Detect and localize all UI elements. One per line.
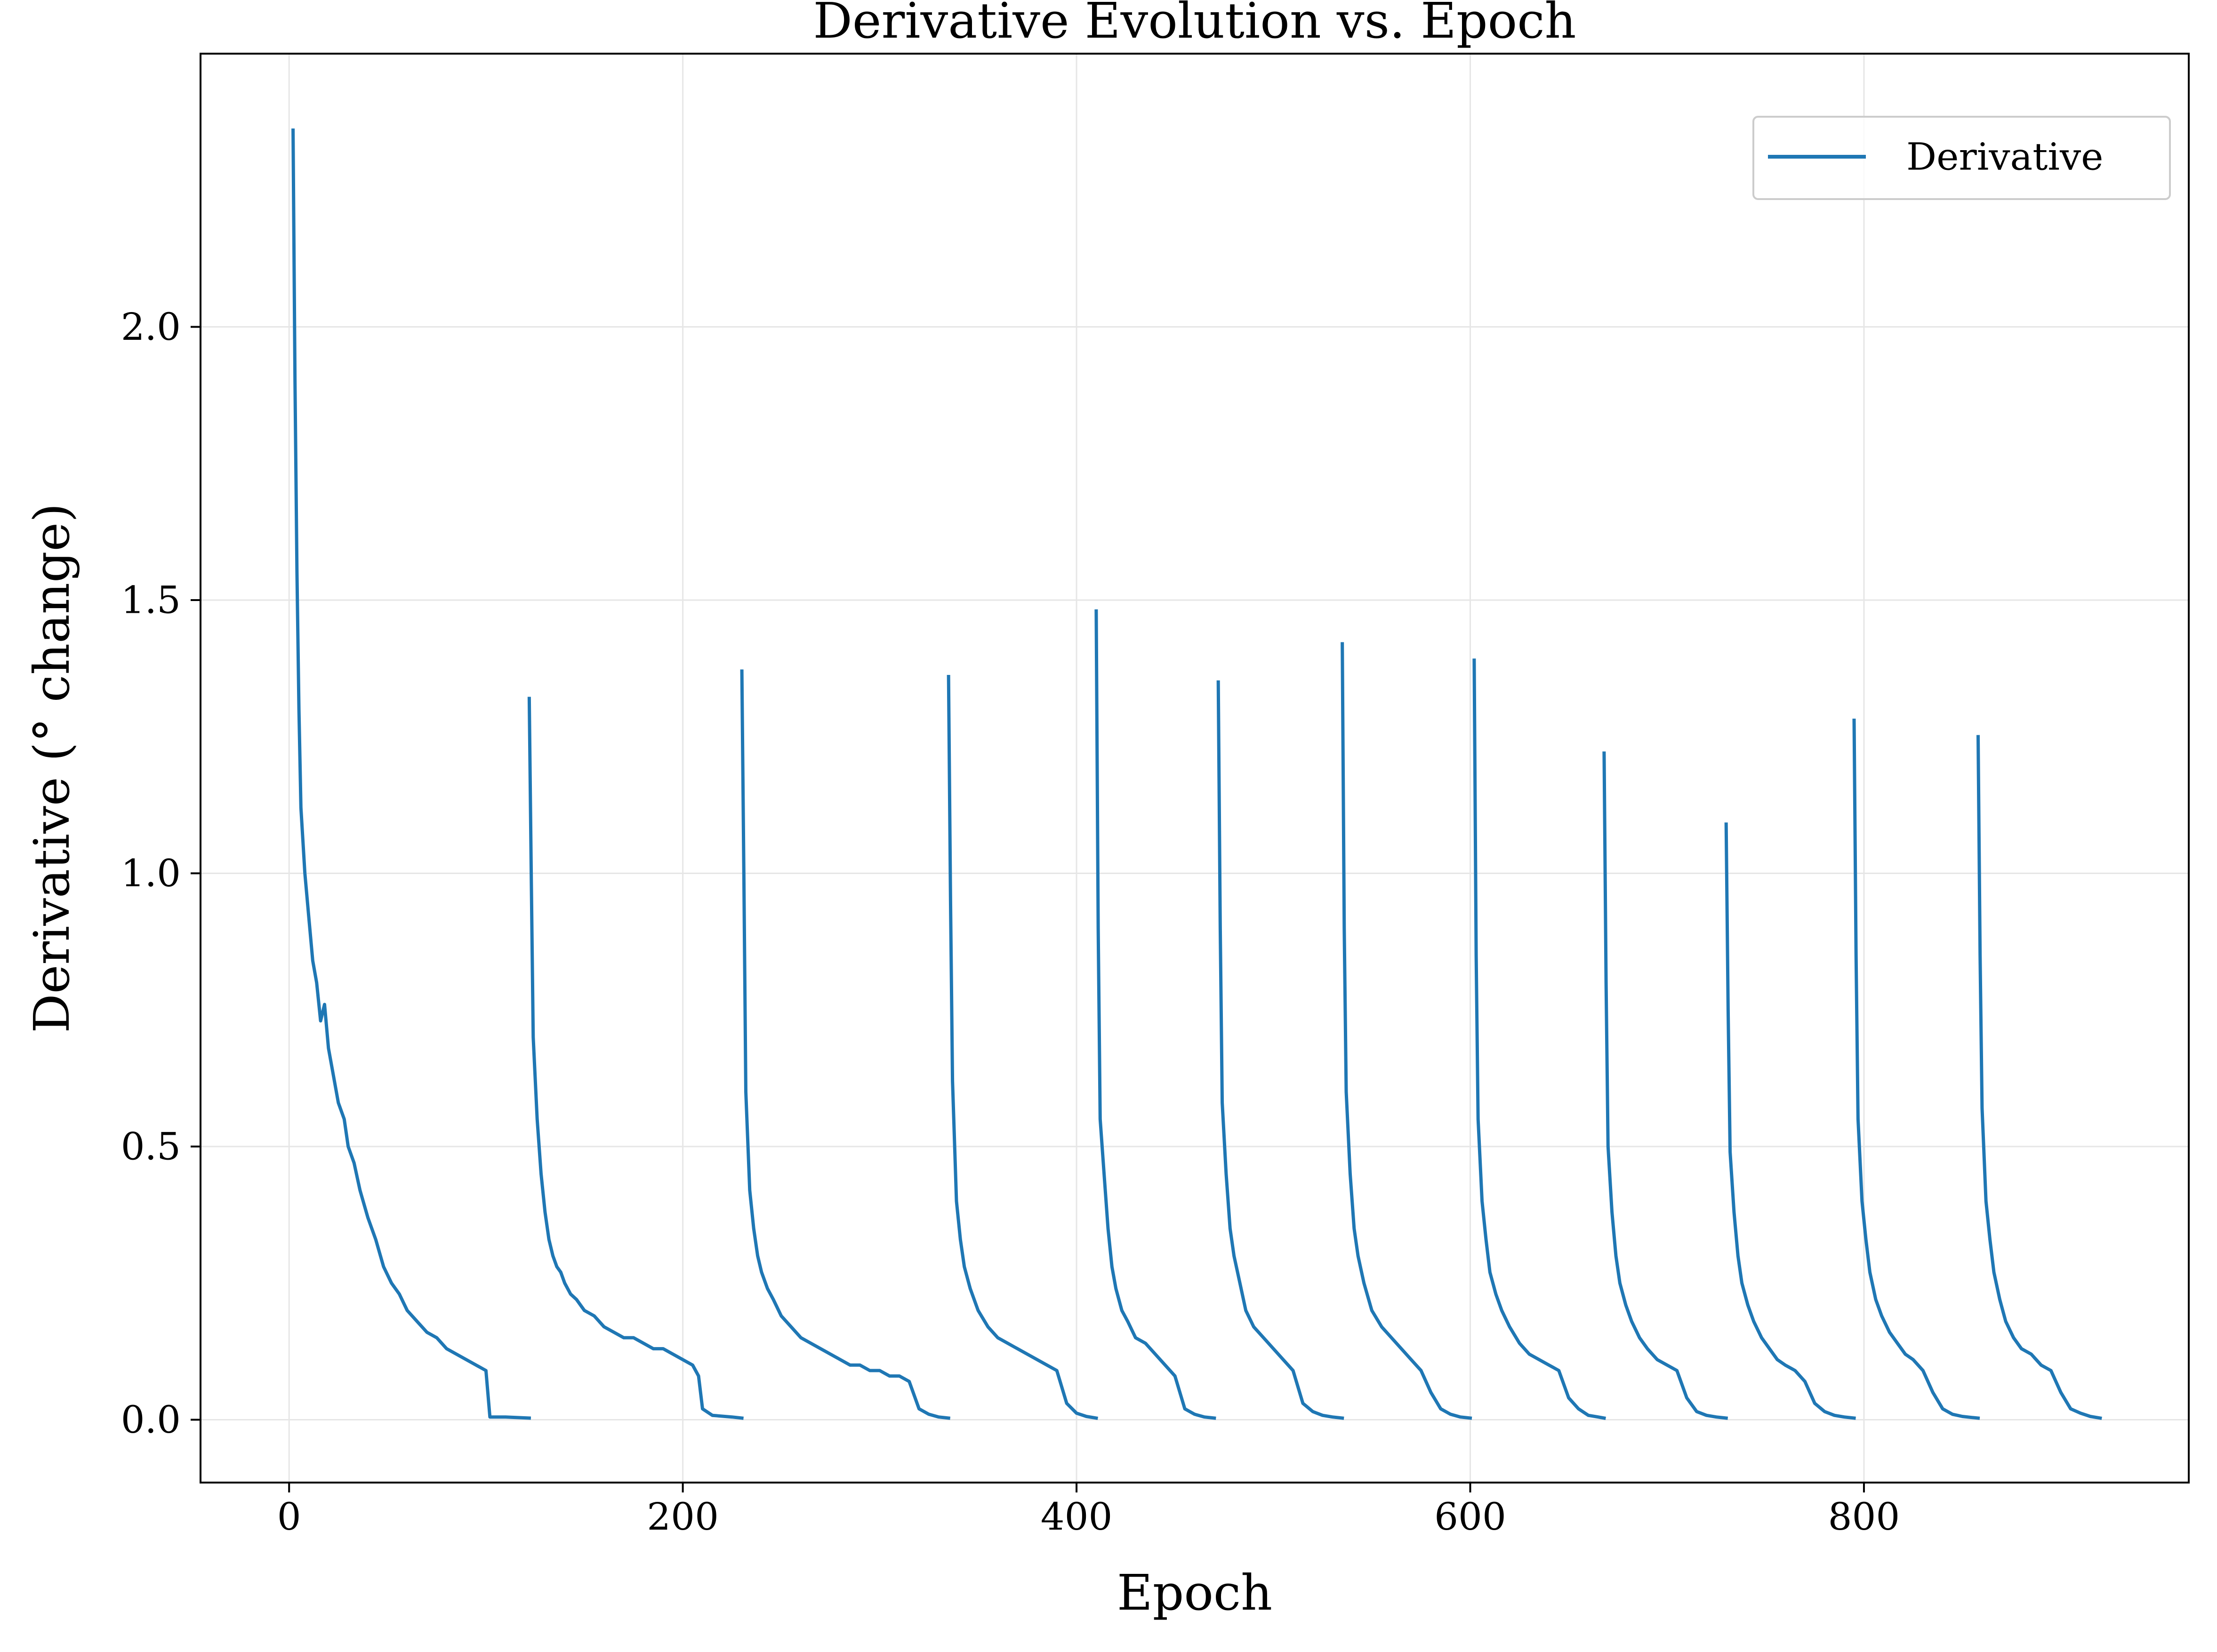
legend-label-derivative: Derivative: [1906, 135, 2103, 179]
series-line-derivative: [1472, 658, 1606, 1420]
series-line-derivative: [291, 128, 531, 1420]
x-tick-label: 600: [1434, 1495, 1506, 1539]
series-line-derivative: [947, 674, 1098, 1420]
x-tick-label: 0: [277, 1495, 301, 1539]
y-tick-label: 0.0: [121, 1398, 181, 1442]
y-tick-label: 2.0: [121, 305, 181, 349]
y-tick-label: 1.0: [121, 851, 181, 895]
series-line-derivative: [1852, 718, 1980, 1420]
plot-frame: [200, 53, 2190, 1484]
series-line-derivative: [1216, 680, 1344, 1420]
series-line-derivative: [1341, 642, 1472, 1420]
ticks: 0 200 400 600 800 0.0 0.5 1.0 1.5 2.0: [121, 305, 1900, 1539]
legend: Derivative: [1752, 116, 2171, 200]
chart-title: Derivative Evolution vs. Epoch: [813, 0, 1576, 49]
series-line-derivative: [740, 669, 951, 1420]
series-line-derivative: [1602, 751, 1728, 1420]
y-axis-label: Derivative (° change): [23, 503, 80, 1033]
series-line-derivative: [1724, 822, 1856, 1420]
series-line-derivative: [527, 697, 744, 1420]
legend-box: [1752, 116, 2171, 200]
y-tick-label: 0.5: [121, 1124, 181, 1168]
x-tick-label: 400: [1041, 1495, 1113, 1539]
y-tick-label: 1.5: [121, 578, 181, 622]
series-line-derivative: [1094, 609, 1216, 1420]
x-axis-label: Epoch: [1117, 1564, 1272, 1621]
series-layer: [291, 128, 2102, 1420]
series-line-derivative: [1976, 735, 2102, 1420]
x-tick-label: 800: [1828, 1495, 1900, 1539]
x-tick-label: 200: [647, 1495, 719, 1539]
grid: [201, 54, 2189, 1483]
